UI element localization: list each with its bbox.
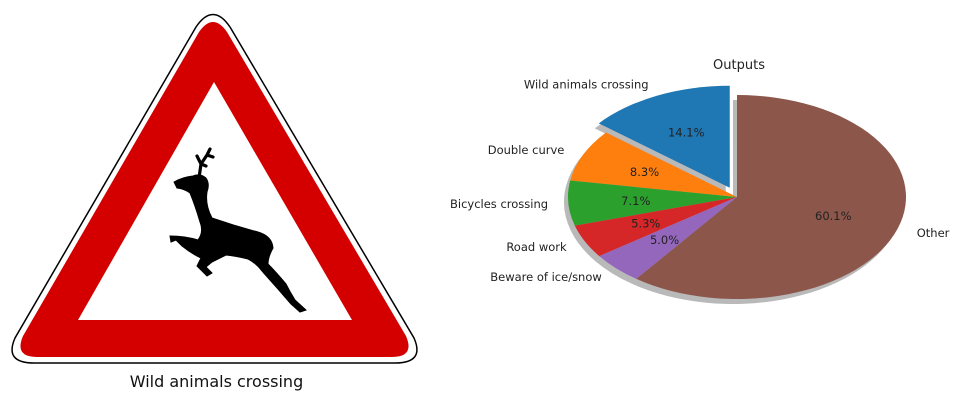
slice-other xyxy=(636,95,907,299)
pct-label-road-work: 5.3% xyxy=(631,217,660,231)
pct-label-beware-of-ice-snow: 5.0% xyxy=(650,233,679,247)
cat-label-double-curve: Double curve xyxy=(488,143,565,157)
sign-caption: Wild animals crossing xyxy=(129,372,304,391)
slice-wild-animals-crossing xyxy=(598,85,730,188)
pie-slices xyxy=(568,85,907,299)
pie-percent-labels: 14.1% 8.3% 7.1% 5.3% 5.0% 60.1% xyxy=(621,126,851,247)
warning-sign xyxy=(11,13,418,364)
pie-chart: Outputs 14.1% 8.3% 7.1% 5.3% 5.0% 60.1% Wild … xyxy=(450,58,950,304)
slice-beware-of-ice-snow xyxy=(599,197,737,279)
pct-label-double-curve: 8.3% xyxy=(630,165,659,179)
pie-category-labels: Wild animals crossing Double curve Bicycle… xyxy=(450,78,950,284)
pct-label-bicycles-crossing: 7.1% xyxy=(621,194,650,208)
slice-double-curve xyxy=(570,132,737,197)
warning-sign-panel: Wild animals crossing xyxy=(0,0,440,401)
deer-icon xyxy=(169,147,307,313)
slice-bicycles-crossing xyxy=(568,180,737,226)
cat-label-wild-animals-crossing: Wild animals crossing xyxy=(524,78,649,92)
slice-road-work xyxy=(574,197,737,257)
chart-title: Outputs xyxy=(713,58,765,73)
cat-label-other: Other xyxy=(917,226,950,240)
sign-white-field xyxy=(78,82,352,320)
cat-label-road-work: Road work xyxy=(506,240,567,254)
cat-label-beware-of-ice-snow: Beware of ice/snow xyxy=(490,270,602,284)
pct-label-other: 60.1% xyxy=(815,209,852,223)
cat-label-bicycles-crossing: Bicycles crossing xyxy=(450,197,548,211)
pct-label-wild-animals-crossing: 14.1% xyxy=(668,126,705,140)
